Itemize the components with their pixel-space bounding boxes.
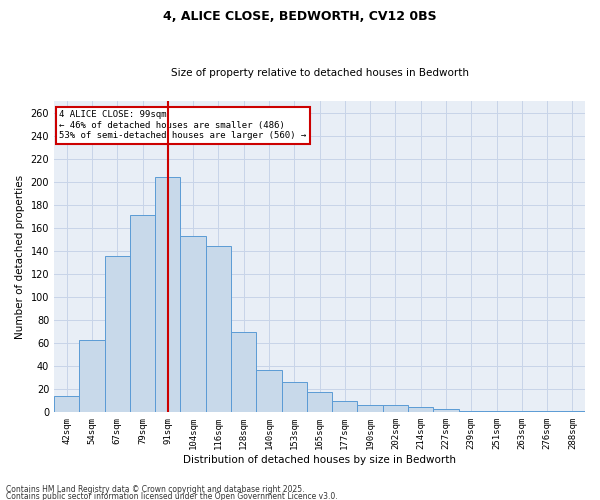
- Text: 4 ALICE CLOSE: 99sqm
← 46% of detached houses are smaller (486)
53% of semi-deta: 4 ALICE CLOSE: 99sqm ← 46% of detached h…: [59, 110, 307, 140]
- Bar: [560, 411, 585, 412]
- X-axis label: Distribution of detached houses by size in Bedworth: Distribution of detached houses by size …: [183, 455, 456, 465]
- Text: Contains HM Land Registry data © Crown copyright and database right 2025.: Contains HM Land Registry data © Crown c…: [6, 486, 305, 494]
- Bar: [281, 382, 307, 412]
- Bar: [104, 256, 130, 412]
- Bar: [509, 411, 535, 412]
- Bar: [383, 406, 408, 412]
- Bar: [231, 332, 256, 412]
- Title: Size of property relative to detached houses in Bedworth: Size of property relative to detached ho…: [170, 68, 469, 78]
- Bar: [256, 370, 281, 412]
- Bar: [130, 215, 155, 412]
- Bar: [484, 411, 509, 412]
- Bar: [181, 236, 206, 412]
- Bar: [155, 177, 181, 412]
- Bar: [433, 409, 458, 412]
- Bar: [206, 246, 231, 412]
- Bar: [332, 401, 358, 412]
- Text: Contains public sector information licensed under the Open Government Licence v3: Contains public sector information licen…: [6, 492, 338, 500]
- Bar: [307, 392, 332, 412]
- Bar: [458, 411, 484, 412]
- Bar: [408, 406, 433, 412]
- Bar: [358, 406, 383, 412]
- Text: 4, ALICE CLOSE, BEDWORTH, CV12 0BS: 4, ALICE CLOSE, BEDWORTH, CV12 0BS: [163, 10, 437, 23]
- Bar: [54, 396, 79, 412]
- Bar: [79, 340, 104, 412]
- Y-axis label: Number of detached properties: Number of detached properties: [15, 174, 25, 338]
- Bar: [535, 411, 560, 412]
